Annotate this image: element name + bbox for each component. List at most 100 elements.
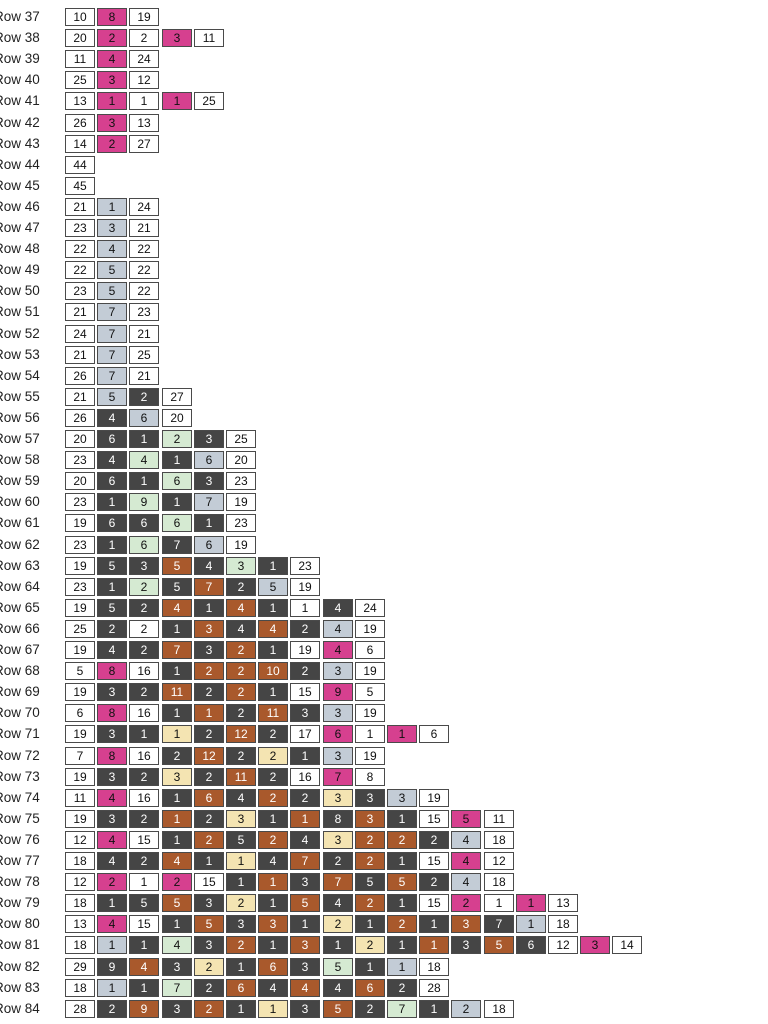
stitch-count-cell: 24 xyxy=(129,50,159,69)
stitch-count-cell: 3 xyxy=(290,704,320,723)
stitch-count-cell: 4 xyxy=(97,50,127,69)
stitch-count-cell: 4 xyxy=(162,852,192,870)
pattern-row: Row 44 44 xyxy=(0,155,768,176)
stitch-count-cell: 7 xyxy=(97,324,127,343)
stitch-count-cell: 2 xyxy=(194,809,224,828)
stitch-count-cell: 4 xyxy=(451,873,481,892)
stitch-count-cell: 23 xyxy=(129,303,159,322)
stitch-count-cell: 7 xyxy=(162,978,192,997)
row-label: Row 44 xyxy=(0,156,40,172)
stitch-count-cell: 2 xyxy=(97,873,127,892)
stitch-count-cell: 3 xyxy=(355,788,385,807)
stitch-count-cell: 1 xyxy=(162,662,192,681)
row-label: Row 71 xyxy=(0,726,40,742)
stitch-count-cell: 4 xyxy=(451,830,481,849)
stitch-count-cell: 2 xyxy=(323,852,353,870)
stitch-count-cell: 4 xyxy=(323,598,353,617)
row-label: Row 49 xyxy=(0,262,40,278)
stitch-count-cell: 1 xyxy=(97,978,127,997)
stitch-count-cell: 5 xyxy=(484,936,514,955)
stitch-count-cell: 15 xyxy=(419,894,449,913)
stitch-count-cell: 19 xyxy=(355,746,385,765)
stitch-count-cell: 2 xyxy=(129,683,159,702)
stitch-count-cell: 11 xyxy=(484,809,514,828)
stitch-count-cell: 3 xyxy=(323,704,353,723)
stitch-count-cell: 23 xyxy=(65,577,95,596)
stitch-count-cell: 7 xyxy=(97,345,127,364)
stitch-count-cell: 12 xyxy=(484,852,514,870)
row-label: Row 70 xyxy=(0,705,40,721)
stitch-count-cell: 2 xyxy=(194,662,224,681)
stitch-count-cell: 23 xyxy=(65,219,95,237)
stitch-count-cell: 14 xyxy=(612,936,642,955)
stitch-count-cell: 1 xyxy=(290,915,320,934)
row-label: Row 48 xyxy=(0,241,40,257)
stitch-count-cell: 2 xyxy=(355,936,385,955)
stitch-count-cell: 19 xyxy=(290,641,320,659)
stitch-count-cell: 1 xyxy=(162,493,192,512)
stitch-count-cell: 4 xyxy=(451,852,481,870)
stitch-count-cell: 3 xyxy=(194,641,224,659)
stitch-count-cell: 3 xyxy=(290,873,320,892)
stitch-count-cell: 1 xyxy=(387,936,417,955)
stitch-count-cell: 25 xyxy=(129,345,159,364)
stitch-count-cell: 1 xyxy=(129,92,159,111)
stitch-count-cell: 27 xyxy=(162,387,192,406)
stitch-count-cell: 21 xyxy=(129,219,159,237)
stitch-count-cell: 23 xyxy=(65,493,95,512)
stitch-count-cell: 9 xyxy=(97,957,127,976)
stitch-count-cell: 11 xyxy=(226,767,256,786)
stitch-count-cell: 1 xyxy=(97,493,127,512)
stitch-count-cell: 19 xyxy=(226,493,256,512)
stitch-count-cell: 2 xyxy=(194,978,224,997)
stitch-count-cell: 11 xyxy=(65,50,95,69)
stitch-count-cell: 3 xyxy=(97,683,127,702)
stitch-count-cell: 19 xyxy=(290,577,320,596)
stitch-count-cell: 4 xyxy=(226,598,256,617)
stitch-count-cell: 3 xyxy=(226,915,256,934)
stitch-count-cell: 6 xyxy=(355,978,385,997)
stitch-count-cell: 12 xyxy=(65,830,95,849)
stitch-count-cell: 4 xyxy=(258,978,288,997)
stitch-count-cell: 2 xyxy=(97,619,127,638)
stitch-count-cell: 2 xyxy=(258,830,288,849)
stitch-count-cell: 23 xyxy=(65,535,95,554)
stitch-count-cell: 19 xyxy=(129,8,159,26)
stitch-count-cell: 1 xyxy=(419,936,449,955)
stitch-count-cell: 1 xyxy=(258,556,288,575)
stitch-count-cell: 1 xyxy=(258,873,288,892)
stitch-count-cell: 2 xyxy=(129,619,159,638)
stitch-count-cell: 15 xyxy=(129,830,159,849)
stitch-count-cell: 1 xyxy=(194,852,224,870)
stitch-count-cell: 2 xyxy=(129,387,159,406)
stitch-count-cell: 3 xyxy=(258,915,288,934)
stitch-count-cell: 6 xyxy=(226,978,256,997)
stitch-count-cell: 21 xyxy=(65,387,95,406)
row-label: Row 38 xyxy=(0,30,40,46)
stitch-count-cell: 7 xyxy=(65,746,95,765)
row-label: Row 84 xyxy=(0,1000,40,1016)
row-label: Row 52 xyxy=(0,325,40,341)
stitch-count-cell: 3 xyxy=(451,915,481,934)
stitch-count-cell: 12 xyxy=(65,873,95,892)
stitch-count-cell: 4 xyxy=(97,641,127,659)
row-label: Row 55 xyxy=(0,388,40,404)
stitch-count-cell: 1 xyxy=(387,894,417,913)
stitch-count-cell: 18 xyxy=(65,852,95,870)
stitch-count-cell: 3 xyxy=(194,430,224,448)
stitch-count-cell: 19 xyxy=(355,662,385,681)
stitch-count-cell: 1 xyxy=(258,683,288,702)
stitch-count-cell: 15 xyxy=(419,809,449,828)
stitch-count-cell: 2 xyxy=(323,915,353,934)
